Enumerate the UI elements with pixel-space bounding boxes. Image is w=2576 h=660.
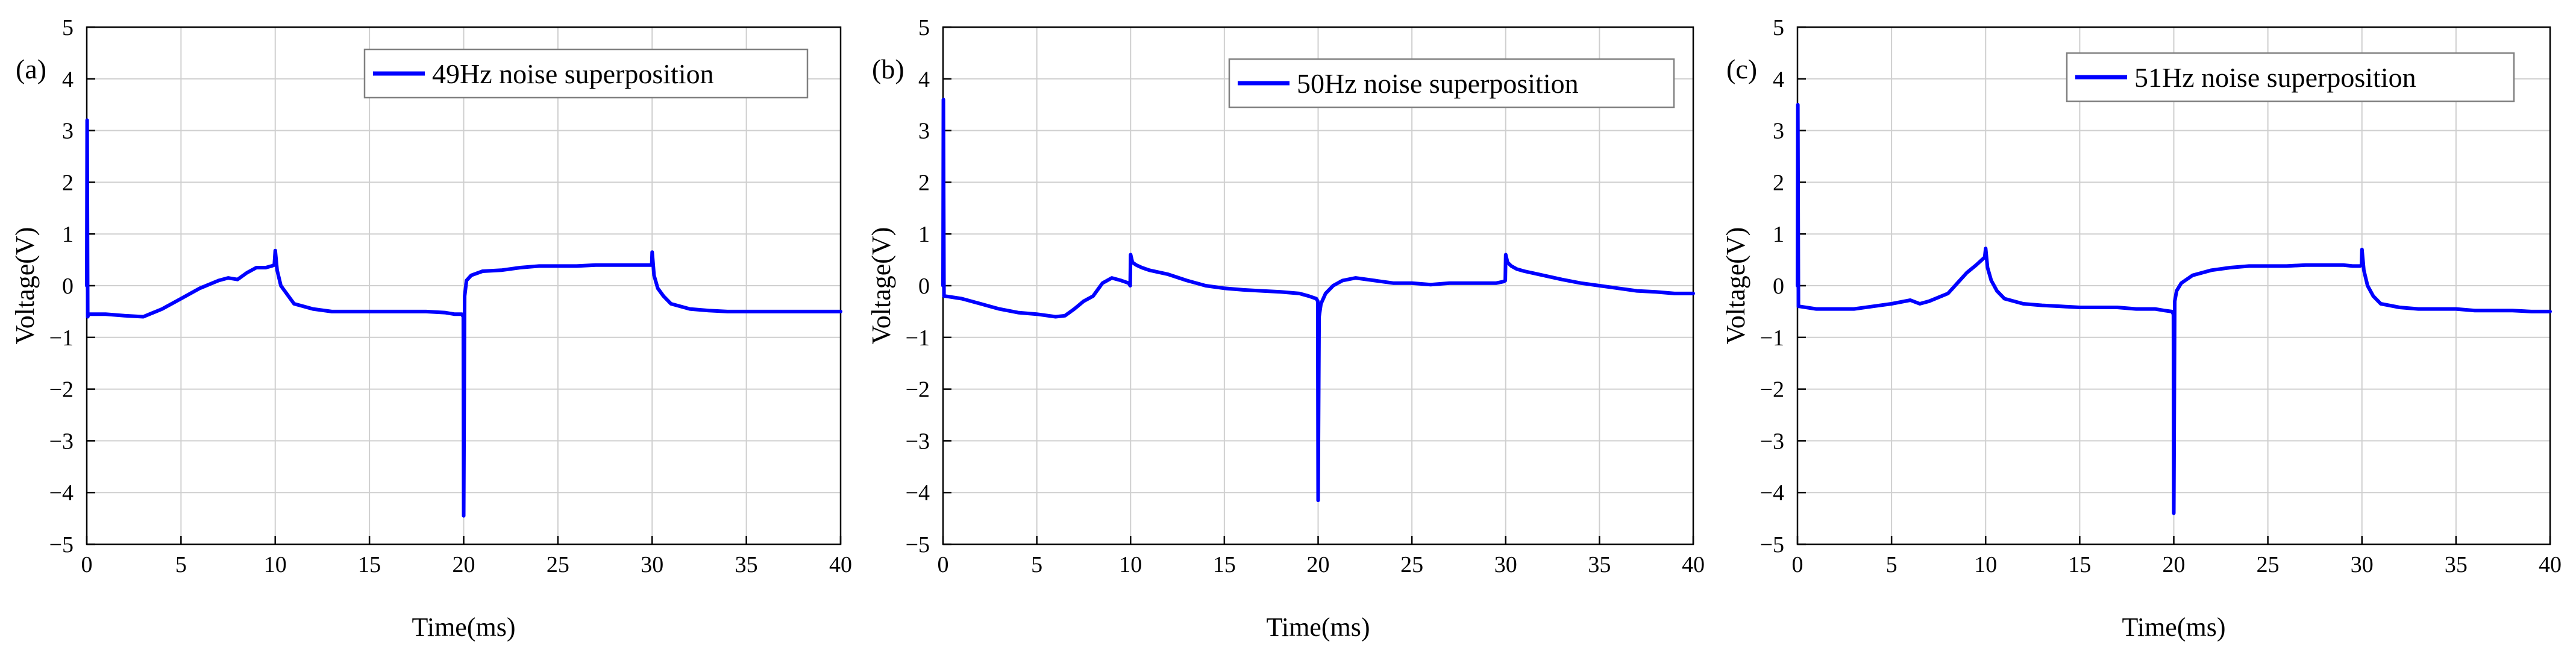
x-tick-label: 15 bbox=[2068, 552, 2091, 577]
y-tick-label: −3 bbox=[49, 429, 74, 454]
x-axis-title: Time(ms) bbox=[1267, 612, 1370, 642]
y-tick-label: 1 bbox=[62, 222, 74, 247]
y-tick-label: 4 bbox=[918, 67, 930, 92]
x-tick-label: 10 bbox=[1119, 552, 1142, 577]
y-tick-label: 1 bbox=[1773, 222, 1784, 247]
y-tick-label: −2 bbox=[49, 377, 74, 403]
x-tick-label: 10 bbox=[1974, 552, 1997, 577]
x-tick-label: 40 bbox=[829, 552, 852, 577]
y-tick-label: −4 bbox=[1760, 480, 1784, 506]
y-tick-label: −4 bbox=[49, 480, 74, 506]
y-tick-label: 0 bbox=[918, 274, 930, 299]
x-tick-label: 5 bbox=[1031, 552, 1042, 577]
x-tick-label: 20 bbox=[1307, 552, 1330, 577]
x-tick-label: 5 bbox=[1886, 552, 1898, 577]
y-tick-label: 5 bbox=[1773, 15, 1784, 40]
y-tick-label: 2 bbox=[62, 170, 74, 195]
legend-label: 49Hz noise superposition bbox=[432, 58, 714, 89]
legend-box bbox=[363, 48, 809, 99]
x-tick-label: 30 bbox=[641, 552, 663, 577]
y-tick-label: −3 bbox=[1760, 429, 1784, 454]
y-tick-label: 4 bbox=[62, 67, 74, 92]
x-tick-label: 15 bbox=[358, 552, 381, 577]
x-axis-title: Time(ms) bbox=[412, 612, 516, 642]
x-tick-label: 20 bbox=[2163, 552, 2186, 577]
x-tick-label: 40 bbox=[1682, 552, 1705, 577]
y-tick-label: −5 bbox=[49, 532, 74, 558]
chart-panel-c: 0 5 10 15 20 25 30 35 40 −5 −4 −3 −2 −1 0 1 2 3 4 5 Time(ms)… bbox=[1721, 15, 2562, 642]
y-tick-label: 2 bbox=[918, 170, 930, 195]
x-tick-label: 30 bbox=[1494, 552, 1517, 577]
chart-panel-a: 0 5 10 15 20 25 30 35 40 −5 −4 −3 −2 −1 0 1 2 3 4 5 Time(ms)… bbox=[10, 15, 852, 642]
y-tick-label: 3 bbox=[62, 119, 74, 144]
y-tick-label: 3 bbox=[918, 119, 930, 144]
y-tick-label: −3 bbox=[906, 429, 930, 454]
x-tick-label: 0 bbox=[81, 552, 93, 577]
legend-box bbox=[2066, 52, 2515, 102]
series-line bbox=[85, 118, 842, 518]
series-line bbox=[1796, 102, 2552, 515]
y-tick-label: −2 bbox=[1760, 377, 1784, 403]
y-tick-label: −1 bbox=[906, 325, 930, 351]
x-tick-label: 30 bbox=[2351, 552, 2374, 577]
y-tick-label: 0 bbox=[1773, 274, 1784, 299]
y-tick-label: −2 bbox=[906, 377, 930, 403]
y-tick-label: −1 bbox=[1760, 325, 1784, 351]
x-tick-label: 40 bbox=[2539, 552, 2562, 577]
chart-panel-b: 0 5 10 15 20 25 30 35 40 −5 −4 −3 −2 −1 0 1 2 3 4 5 Time(ms)… bbox=[867, 15, 1705, 642]
x-axis-title: Time(ms) bbox=[2122, 612, 2226, 642]
panel-label: (c) bbox=[1726, 54, 1757, 84]
x-tick-label: 10 bbox=[264, 552, 287, 577]
y-tick-label: 5 bbox=[62, 15, 74, 40]
x-tick-label: 25 bbox=[2257, 552, 2280, 577]
x-tick-label: 0 bbox=[938, 552, 949, 577]
legend-label: 50Hz noise superposition bbox=[1297, 68, 1579, 99]
x-tick-label: 5 bbox=[175, 552, 187, 577]
x-tick-label: 0 bbox=[1792, 552, 1804, 577]
y-tick-label: −5 bbox=[906, 532, 930, 558]
panel-label: (a) bbox=[16, 54, 46, 84]
y-axis-title: Voltage(V) bbox=[10, 227, 40, 345]
x-tick-label: 35 bbox=[735, 552, 758, 577]
y-axis-title: Voltage(V) bbox=[1721, 227, 1750, 345]
x-tick-label: 20 bbox=[453, 552, 475, 577]
legend-label: 51Hz noise superposition bbox=[2134, 62, 2416, 93]
x-tick-label: 15 bbox=[1213, 552, 1236, 577]
x-tick-label: 35 bbox=[1588, 552, 1611, 577]
y-tick-label: −1 bbox=[49, 325, 74, 351]
y-tick-label: 1 bbox=[918, 222, 930, 247]
legend-box bbox=[1228, 58, 1675, 108]
y-tick-label: 0 bbox=[62, 274, 74, 299]
y-tick-label: 5 bbox=[918, 15, 930, 40]
y-tick-label: 4 bbox=[1773, 67, 1784, 92]
y-tick-label: 3 bbox=[1773, 119, 1784, 144]
y-tick-label: −4 bbox=[906, 480, 930, 506]
x-tick-label: 35 bbox=[2445, 552, 2468, 577]
series-line bbox=[941, 98, 1695, 503]
x-tick-label: 25 bbox=[1400, 552, 1423, 577]
y-tick-label: −5 bbox=[1760, 532, 1784, 558]
y-tick-label: 2 bbox=[1773, 170, 1784, 195]
x-tick-label: 25 bbox=[547, 552, 569, 577]
y-axis-title: Voltage(V) bbox=[867, 227, 896, 345]
panel-label: (b) bbox=[872, 54, 904, 84]
